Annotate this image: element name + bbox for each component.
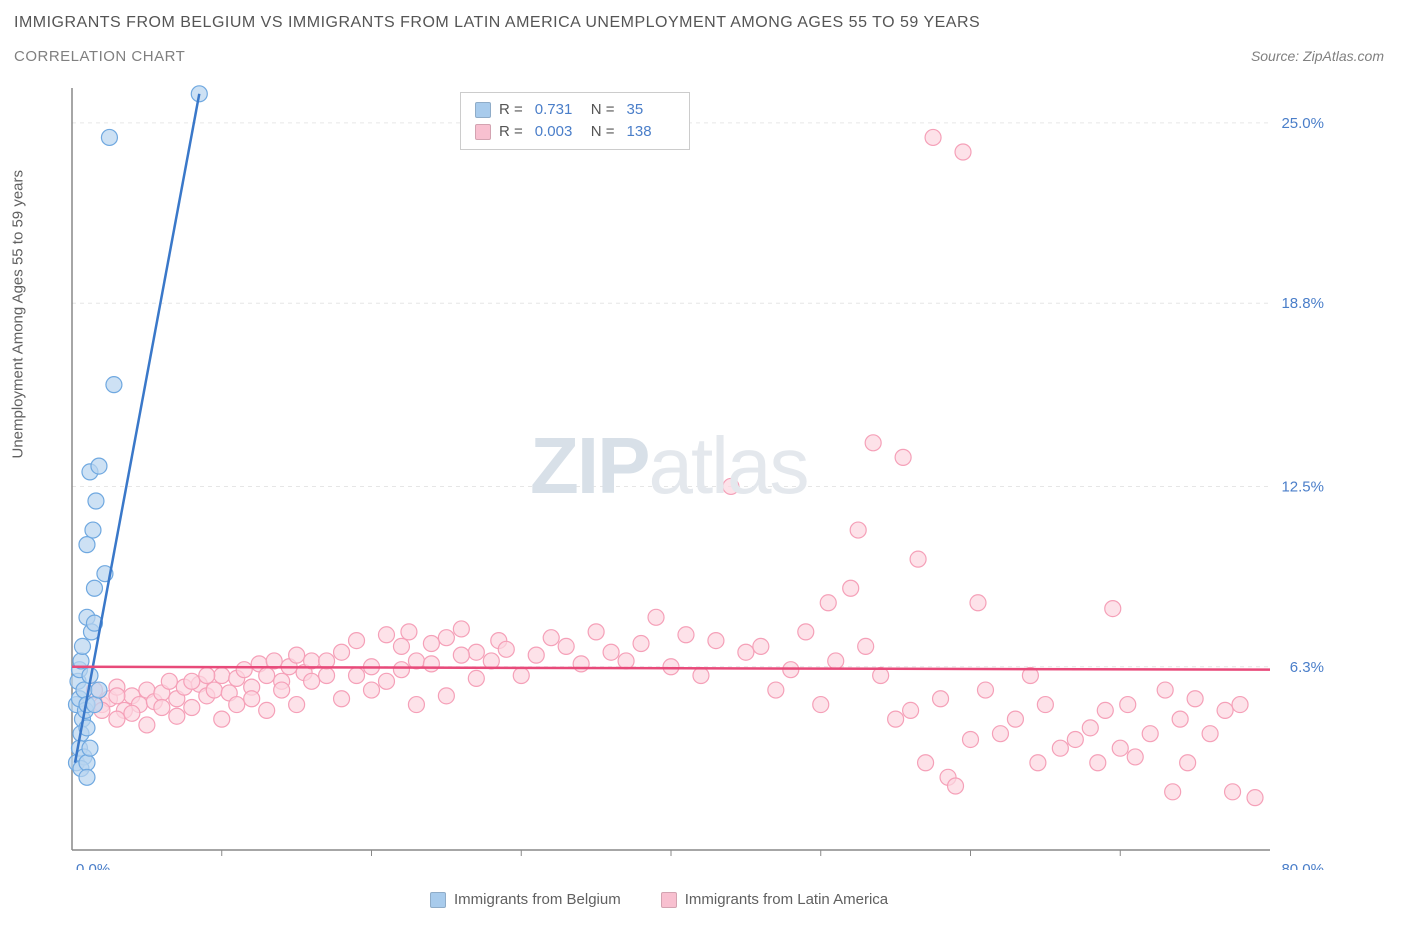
stat-r-value: 0.003: [535, 121, 583, 143]
legend-stat-row: R = 0.731 N = 35: [475, 99, 675, 121]
stat-n-label: N =: [591, 121, 615, 143]
svg-text:25.0%: 25.0%: [1281, 115, 1324, 132]
chart-plot-area: 6.3% 12.5% 18.8% 25.0% 0.0% 80.0%: [60, 80, 1340, 870]
stat-n-value: 35: [627, 99, 675, 121]
scatter-chart: 6.3% 12.5% 18.8% 25.0% 0.0% 80.0%: [60, 80, 1340, 870]
stat-r-value: 0.731: [535, 99, 583, 121]
svg-text:12.5%: 12.5%: [1281, 478, 1324, 495]
legend-label: Immigrants from Latin America: [685, 891, 888, 908]
chart-title: IMMIGRANTS FROM BELGIUM VS IMMIGRANTS FR…: [14, 14, 980, 32]
stat-r-label: R =: [499, 99, 523, 121]
legend-swatch: [475, 102, 491, 118]
legend-stat-row: R = 0.003 N = 138: [475, 121, 675, 143]
legend-swatch: [661, 892, 677, 908]
legend-series: Immigrants from Belgium Immigrants from L…: [430, 891, 888, 908]
legend-item: Immigrants from Latin America: [661, 891, 888, 908]
legend-label: Immigrants from Belgium: [454, 891, 621, 908]
stat-r-label: R =: [499, 121, 523, 143]
legend-item: Immigrants from Belgium: [430, 891, 621, 908]
svg-text:18.8%: 18.8%: [1281, 295, 1324, 312]
source-attribution: Source: ZipAtlas.com: [1251, 48, 1384, 64]
stat-n-value: 138: [627, 121, 675, 143]
stat-n-label: N =: [591, 99, 615, 121]
svg-text:6.3%: 6.3%: [1290, 659, 1324, 676]
legend-stats: R = 0.731 N = 35 R = 0.003 N = 138: [460, 92, 690, 150]
chart-subtitle: CORRELATION CHART: [14, 48, 185, 65]
y-axis-label: Unemployment Among Ages 55 to 59 years: [10, 170, 27, 459]
svg-text:80.0%: 80.0%: [1281, 861, 1324, 870]
legend-swatch: [475, 124, 491, 140]
legend-swatch: [430, 892, 446, 908]
svg-text:0.0%: 0.0%: [76, 861, 110, 870]
